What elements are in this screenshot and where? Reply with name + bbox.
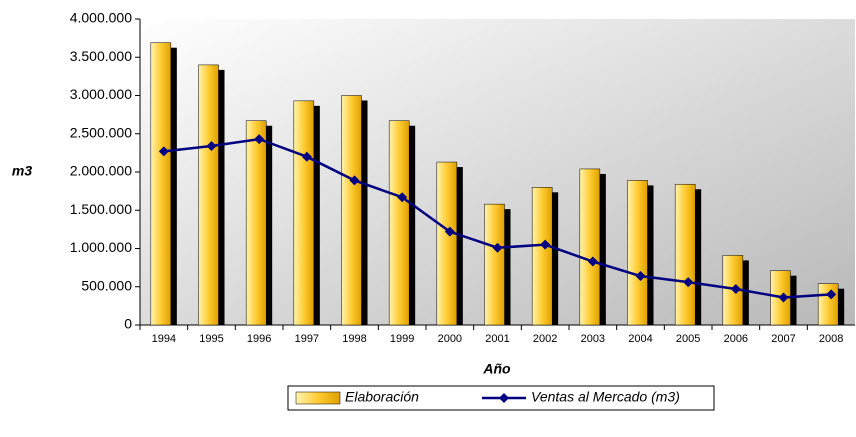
y-tick-label: 3.000.000 [70,86,132,102]
x-tick-label: 2006 [724,333,748,345]
line-marker [730,284,741,295]
x-tick-label: 2004 [628,333,652,345]
x-tick-label: 2001 [485,333,509,345]
bar [198,64,219,326]
legend-label: Elaboración [345,389,419,405]
line-marker [158,146,169,157]
y-tick-label: 1.500.000 [70,201,132,217]
x-tick-label: 2005 [676,333,700,345]
line-marker [492,242,503,253]
legend-marker [499,393,509,403]
y-axis-title: m3 [12,163,32,179]
line-marker [301,151,312,162]
x-tick-label: 1994 [152,333,176,345]
bar [388,120,410,326]
line-marker [254,134,265,145]
y-tick-label: 2.000.000 [70,163,132,179]
line-marker [826,289,837,300]
y-tick-label: 2.500.000 [70,124,132,140]
bar [817,283,839,326]
x-tick-label: 2003 [581,333,605,345]
line-marker [683,277,694,288]
bar [531,187,553,326]
y-tick-label: 3.500.000 [70,48,132,64]
y-tick-label: 0 [124,316,132,332]
x-tick-label: 1998 [342,333,366,345]
legend-label: Ventas al Mercado (m3) [531,389,680,405]
x-tick-label: 2007 [771,333,795,345]
bar [341,95,362,326]
line-marker [540,239,551,250]
y-tick-label: 500.000 [81,277,132,293]
bar [579,168,601,326]
x-tick-label: 1999 [390,333,414,345]
line-marker [587,256,598,267]
y-tick-label: 4.000.000 [70,10,132,26]
line-marker [397,192,408,203]
x-tick-label: 1996 [247,333,271,345]
line-marker [444,226,455,237]
x-tick-label: 1997 [295,333,319,345]
y-tick-label: 1.000.000 [70,239,132,255]
bar [436,161,458,326]
x-tick-label: 2002 [533,333,557,345]
x-tick-label: 1995 [199,333,223,345]
line-marker [778,292,789,303]
bar [484,203,505,326]
line-marker [635,271,646,282]
line-marker [206,140,217,151]
bar [245,120,267,326]
bar [150,42,172,326]
bar [674,183,696,326]
legend-swatch [295,391,341,405]
x-tick-label: 2008 [819,333,843,345]
line-marker [349,175,360,186]
x-axis-title: Año [482,361,511,377]
x-tick-label: 2000 [438,333,462,345]
bar [293,100,315,326]
bar [627,180,648,326]
